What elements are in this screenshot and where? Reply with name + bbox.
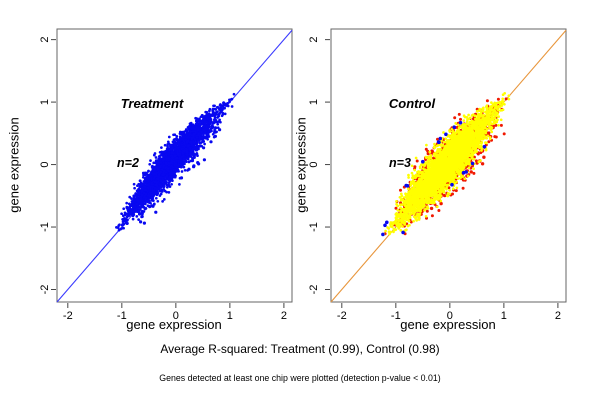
caption: Average R-squared: Treatment (0.99), Con… [160, 342, 440, 356]
panel-label-treatment: Treatment [121, 96, 184, 111]
axis-ticks: -2 -1 0 1 2 -2 -1 0 1 2 [308, 37, 561, 322]
y-tick-label: 2 [308, 37, 320, 43]
y-tick-label: -1 [39, 222, 51, 232]
y-tick-label: 0 [308, 162, 320, 168]
y-tick-label: 1 [39, 99, 51, 105]
y-tick-label: -2 [39, 285, 51, 295]
x-tick-label: -2 [337, 310, 347, 322]
x-tick-label: 1 [227, 310, 233, 322]
y-tick-label: 2 [39, 37, 51, 43]
x-tick-label: -1 [391, 310, 401, 322]
panel-label-control: Control [389, 96, 436, 111]
footnote: Genes detected at least one chip were pl… [159, 373, 441, 383]
scatter-control-blue-accents [381, 120, 487, 237]
y-tick-label: -1 [308, 222, 320, 232]
x-tick-label: 0 [447, 310, 453, 322]
plot-box-control [330, 28, 567, 303]
x-axis-title-control: gene expression [400, 317, 495, 332]
y-tick-label: 0 [39, 162, 51, 168]
y-axis-title-control: gene expression [294, 117, 309, 212]
x-tick-label: -1 [117, 310, 127, 322]
x-tick-label: 0 [173, 310, 179, 322]
y-tick-label: -2 [308, 285, 320, 295]
x-tick-label: 2 [555, 310, 561, 322]
plot-box-treatment [56, 28, 293, 303]
y-axis-title-treatment: gene expression [7, 117, 22, 212]
x-tick-label: 1 [501, 310, 507, 322]
axis-ticks: -2 -1 0 1 2 -2 -1 0 1 2 [39, 37, 287, 322]
plots-svg: gene expression gene expression Treatmen… [7, 28, 567, 332]
sample-size-label-treatment: n=2 [117, 156, 139, 170]
y-tick-label: 1 [308, 99, 320, 105]
x-tick-label: 2 [281, 310, 287, 322]
sample-size-label-control: n=3 [389, 156, 411, 170]
scatter-treatment-points [115, 92, 236, 232]
panel-treatment: gene expression gene expression Treatmen… [7, 28, 293, 332]
x-axis-title-treatment: gene expression [126, 317, 221, 332]
x-tick-label: -2 [63, 310, 73, 322]
scatter-control-yellow-core [382, 91, 511, 236]
panel-control: gene expression gene expression Control … [294, 28, 567, 332]
